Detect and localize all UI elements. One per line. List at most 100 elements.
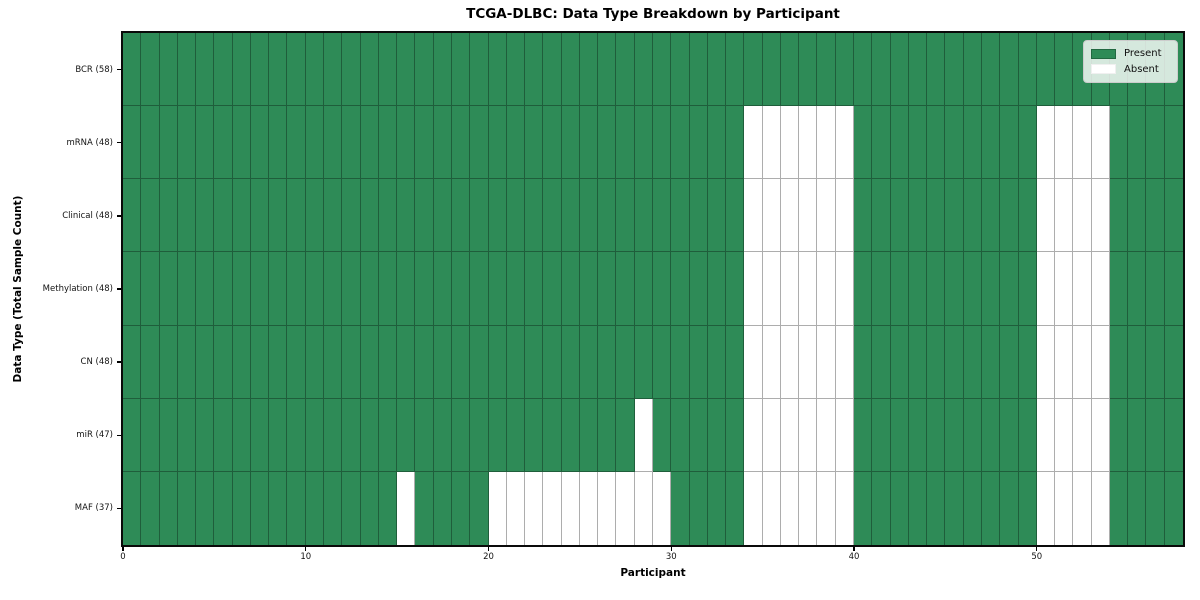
heatmap-cell [1164, 106, 1183, 180]
heatmap-cell [378, 325, 398, 399]
heatmap-cell [1036, 398, 1056, 472]
heatmap-cell [1055, 106, 1074, 180]
x-tick-label: 20 [483, 552, 494, 562]
heatmap-cell [250, 325, 270, 399]
heatmap-cell [506, 33, 526, 107]
heatmap-cell [872, 179, 891, 253]
x-tick-label: 50 [1031, 552, 1043, 562]
heatmap-cell [762, 325, 781, 399]
heatmap-cell [780, 106, 800, 180]
heatmap-cell [652, 471, 672, 545]
heatmap-cell [981, 33, 1001, 107]
heatmap-cell [927, 471, 946, 545]
heatmap-cell [250, 471, 270, 545]
heatmap-cell [397, 33, 416, 107]
heatmap-cell [579, 398, 599, 472]
heatmap-cell [945, 325, 964, 399]
heatmap-cell [890, 252, 909, 326]
x-tick-label: 40 [848, 552, 860, 562]
heatmap-cell [908, 33, 928, 107]
heatmap-cell [1109, 179, 1129, 253]
heatmap-cell [1036, 179, 1056, 253]
x-tick-label: 30 [665, 552, 677, 562]
heatmap-cell [1109, 106, 1129, 180]
heatmap-cell [543, 471, 562, 545]
heatmap-cell [397, 325, 416, 399]
y-tick-mark [117, 142, 121, 144]
heatmap-cell [433, 471, 452, 545]
heatmap-cell [963, 179, 982, 253]
heatmap-cell [342, 252, 361, 326]
heatmap-cell [835, 325, 855, 399]
heatmap-cell [1146, 179, 1165, 253]
y-tick-label: BCR (58) [75, 64, 113, 75]
x-axis-label: Participant [620, 567, 686, 579]
heatmap-cell [835, 252, 855, 326]
heatmap-cell [817, 252, 836, 326]
heatmap-cell [561, 179, 580, 253]
heatmap-cell [123, 398, 142, 472]
heatmap-cell [360, 179, 379, 253]
heatmap-cell [525, 252, 544, 326]
heatmap-cell [1000, 252, 1019, 326]
heatmap-cell [360, 106, 379, 180]
heatmap-cell [726, 325, 745, 399]
heatmap-cell [707, 179, 727, 253]
heatmap-cell [744, 398, 763, 472]
heatmap-cell [981, 252, 1001, 326]
heatmap-cell [378, 252, 398, 326]
heatmap-cell [287, 252, 306, 326]
heatmap-cell [159, 471, 178, 545]
heatmap-cell [1091, 252, 1110, 326]
heatmap-cell [269, 33, 288, 107]
heatmap-cell [470, 252, 489, 326]
y-tick-mark [117, 68, 121, 71]
heatmap-cell [1055, 33, 1074, 107]
heatmap-cell [598, 398, 617, 472]
heatmap-cell [598, 33, 617, 107]
heatmap-cell [780, 471, 800, 545]
heatmap-cell [1128, 398, 1147, 472]
heatmap-cell [799, 252, 818, 326]
heatmap-cell [214, 33, 233, 107]
heatmap-cell [506, 179, 526, 253]
heatmap-cell [561, 252, 580, 326]
heatmap-cell [433, 325, 452, 399]
x-tick-mark [1036, 547, 1038, 551]
y-tick-label: miR (47) [76, 430, 113, 441]
heatmap-cell [981, 398, 1001, 472]
heatmap-cell [872, 106, 891, 180]
heatmap-cell [579, 252, 599, 326]
heatmap-cell [835, 179, 855, 253]
heatmap-cell [1018, 106, 1037, 180]
heatmap-cell [433, 252, 452, 326]
heatmap-cell [707, 471, 727, 545]
heatmap-cell [634, 106, 653, 180]
heatmap-cell [890, 106, 909, 180]
heatmap-cell [324, 252, 343, 326]
heatmap-cell [232, 33, 251, 107]
x-tick-label: 0 [120, 552, 126, 562]
heatmap-cell [159, 252, 178, 326]
heatmap-cell [324, 33, 343, 107]
heatmap-cell [945, 252, 964, 326]
heatmap-cell [652, 325, 672, 399]
heatmap-cell [305, 106, 325, 180]
heatmap-cell [415, 33, 434, 107]
heatmap-cell [981, 106, 1001, 180]
heatmap-cell [543, 106, 562, 180]
heatmap-cell [324, 106, 343, 180]
heatmap-cell [1018, 33, 1037, 107]
y-tick-label: Methylation (48) [42, 284, 113, 294]
heatmap-cell [397, 252, 416, 326]
heatmap-cell [1073, 106, 1092, 180]
heatmap-cell [780, 398, 800, 472]
heatmap-cell [543, 33, 562, 107]
heatmap-cell [269, 106, 288, 180]
heatmap-cell [287, 398, 306, 472]
heatmap-cell [799, 179, 818, 253]
heatmap-cell [177, 325, 197, 399]
heatmap-cell [159, 33, 178, 107]
heatmap-cell [1109, 471, 1129, 545]
x-tick-mark [487, 547, 490, 551]
